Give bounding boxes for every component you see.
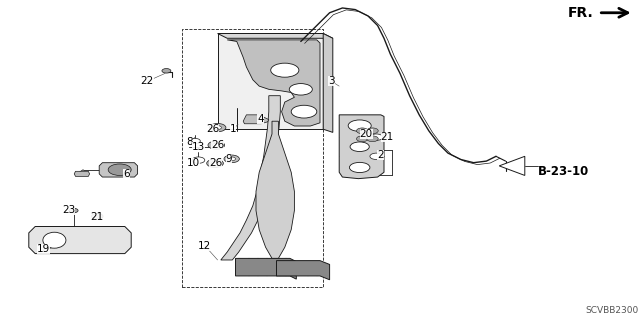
- Text: 19: 19: [37, 244, 50, 255]
- Text: 23: 23: [62, 205, 75, 215]
- Circle shape: [367, 136, 378, 142]
- Polygon shape: [276, 261, 330, 280]
- Circle shape: [208, 141, 225, 149]
- Text: 26: 26: [209, 158, 222, 168]
- Text: 4: 4: [257, 114, 264, 124]
- Text: 22: 22: [141, 76, 154, 86]
- Polygon shape: [74, 171, 90, 176]
- Polygon shape: [499, 156, 525, 175]
- Circle shape: [224, 155, 239, 163]
- Circle shape: [356, 136, 368, 142]
- Text: 3: 3: [328, 76, 335, 86]
- Text: 2: 2: [378, 150, 384, 160]
- Circle shape: [367, 128, 378, 134]
- Circle shape: [370, 134, 383, 140]
- Polygon shape: [218, 33, 323, 129]
- Circle shape: [211, 161, 219, 165]
- Ellipse shape: [43, 232, 66, 248]
- Text: FR.: FR.: [568, 6, 594, 20]
- Circle shape: [214, 126, 221, 130]
- Text: 9: 9: [226, 154, 232, 165]
- Circle shape: [192, 157, 205, 163]
- Circle shape: [209, 123, 226, 132]
- Text: 26: 26: [206, 124, 219, 134]
- Polygon shape: [339, 115, 384, 179]
- Polygon shape: [323, 33, 333, 132]
- Text: SCVBB2300: SCVBB2300: [586, 306, 639, 315]
- Text: B-23-10: B-23-10: [538, 165, 589, 178]
- Polygon shape: [99, 163, 138, 177]
- Circle shape: [370, 153, 383, 160]
- Circle shape: [228, 157, 236, 161]
- Text: 8: 8: [186, 137, 193, 147]
- Circle shape: [350, 142, 369, 152]
- Text: 13: 13: [192, 142, 205, 152]
- Text: 6: 6: [124, 169, 130, 179]
- Circle shape: [212, 143, 220, 147]
- Circle shape: [162, 69, 171, 73]
- Circle shape: [289, 84, 312, 95]
- Text: 10: 10: [187, 158, 200, 168]
- Text: 20: 20: [360, 129, 372, 139]
- Circle shape: [207, 159, 223, 167]
- Polygon shape: [218, 33, 333, 38]
- Polygon shape: [221, 96, 280, 260]
- Polygon shape: [29, 226, 131, 254]
- Text: 21: 21: [381, 131, 394, 142]
- Circle shape: [271, 63, 299, 77]
- Polygon shape: [256, 121, 294, 258]
- Text: 21: 21: [91, 212, 104, 222]
- Circle shape: [190, 138, 200, 144]
- Polygon shape: [227, 40, 320, 126]
- Circle shape: [92, 213, 103, 219]
- Circle shape: [69, 208, 78, 213]
- Text: 1: 1: [230, 124, 236, 134]
- Circle shape: [356, 128, 368, 134]
- Circle shape: [348, 120, 371, 131]
- Polygon shape: [243, 115, 269, 124]
- Circle shape: [108, 164, 131, 175]
- Polygon shape: [236, 258, 296, 279]
- Text: 26: 26: [211, 140, 224, 150]
- Text: 12: 12: [198, 241, 211, 251]
- Circle shape: [349, 162, 370, 173]
- Circle shape: [291, 105, 317, 118]
